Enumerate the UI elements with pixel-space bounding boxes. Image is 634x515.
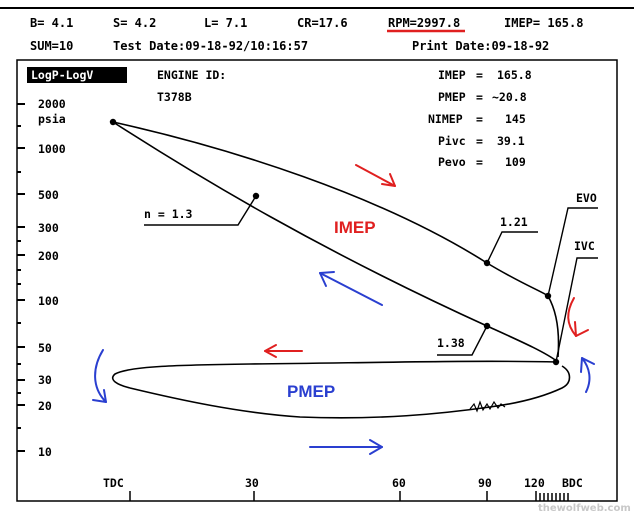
header-band: B= 4.1 S= 4.2 L= 7.1 CR=17.6 RPM=2997.8 … xyxy=(0,7,634,53)
x-tick-label: 60 xyxy=(392,476,406,490)
pumping-loop-upper xyxy=(111,360,559,389)
y-tick-label: 30 xyxy=(38,373,52,387)
svg-text:=: = xyxy=(476,112,483,126)
red-arrow-right-icon xyxy=(355,164,396,187)
stat-imep-value: 165.8 xyxy=(497,68,532,82)
stat-pevo-value: 109 xyxy=(505,155,526,169)
y-tick-label: 500 xyxy=(38,188,59,202)
plot-mode-badge: LogP-LogV xyxy=(27,67,127,83)
y-tick-labels: 2000 psia 1000 500 300 200 100 50 30 20 … xyxy=(38,97,66,459)
imep-direction-arrows xyxy=(264,164,589,358)
plot-frame xyxy=(16,59,618,502)
pmep-direction-arrows xyxy=(92,271,595,455)
svg-text:=: = xyxy=(476,68,483,82)
ivc-label: IVC xyxy=(574,239,595,253)
stroke-value: S= 4.2 xyxy=(113,16,156,30)
y-tick-label: 50 xyxy=(38,341,52,355)
n-low-label: 1.38 xyxy=(437,336,465,350)
x-tick-label: BDC xyxy=(562,476,583,490)
stat-pmep-label: PMEP xyxy=(438,90,466,104)
engine-id-label: ENGINE ID: xyxy=(157,68,226,82)
sum-value: SUM=10 xyxy=(30,39,73,53)
stat-nimep-label: NIMEP xyxy=(428,112,463,126)
y-tick-label: 1000 xyxy=(38,142,66,156)
tdc-point xyxy=(109,118,117,126)
test-date: Test Date:09-18-92/10:16:57 xyxy=(113,39,308,53)
x-tick-label: 30 xyxy=(245,476,259,490)
blue-arrow-curve-right-icon xyxy=(580,357,595,393)
pv-curves xyxy=(111,121,571,419)
y-tick-label: 10 xyxy=(38,445,52,459)
engine-id-value: T378B xyxy=(157,90,192,104)
annotation-leaders xyxy=(144,195,598,363)
svg-text:=: = xyxy=(476,155,483,169)
rpm-value: RPM=2997.8 xyxy=(388,16,460,30)
plot-mode-label: LogP-LogV xyxy=(31,68,93,82)
print-date: Print Date:09-18-92 xyxy=(412,39,549,53)
bore-value: B= 4.1 xyxy=(30,16,73,30)
evo-label: EVO xyxy=(576,191,597,205)
compression-ratio: CR=17.6 xyxy=(297,16,348,30)
imep-loop-label: IMEP xyxy=(334,218,376,237)
svg-text:=: = xyxy=(476,134,483,148)
imep-header-value: IMEP= 165.8 xyxy=(504,16,583,30)
pumping-loop-lower xyxy=(129,365,571,419)
x-axis xyxy=(129,491,569,501)
y-tick-label: 2000 xyxy=(38,97,66,111)
stats-block: IMEP = 165.8 PMEP = ~20.8 NIMEP = 145 Pi… xyxy=(428,68,532,169)
svg-text:=: = xyxy=(476,90,483,104)
watermark: thewolfweb.com xyxy=(538,503,631,514)
expansion-curve xyxy=(112,121,560,358)
stat-pevo-label: Pevo xyxy=(438,155,466,169)
n-expansion-label: 1.21 xyxy=(500,215,528,229)
x-tick-label: 120 xyxy=(524,476,545,490)
y-axis xyxy=(17,103,25,452)
y-tick-label: 200 xyxy=(38,249,59,263)
stat-imep-label: IMEP xyxy=(438,68,466,82)
red-arrow-down-icon xyxy=(567,297,589,337)
y-unit-label: psia xyxy=(38,112,66,126)
y-tick-label: 20 xyxy=(38,399,52,413)
blue-arrow-right-icon xyxy=(309,439,383,455)
x-tick-label: TDC xyxy=(103,476,124,490)
stat-nimep-value: 145 xyxy=(505,112,526,126)
blue-arrow-upleft-icon xyxy=(319,271,383,306)
pmep-loop-label: PMEP xyxy=(287,382,335,401)
stat-pivc-value: 39.1 xyxy=(497,134,525,148)
red-arrow-left-icon xyxy=(264,344,303,358)
y-tick-label: 100 xyxy=(38,294,59,308)
x-tick-labels: TDC 30 60 90 120 BDC xyxy=(103,476,583,490)
n-compression-label: n = 1.3 xyxy=(144,207,193,221)
pumping-loop-noise xyxy=(469,400,506,413)
blue-arrow-curve-left-icon xyxy=(92,349,107,403)
x-tick-label: 90 xyxy=(478,476,492,490)
length-value: L= 7.1 xyxy=(204,16,247,30)
stat-pivc-label: Pivc xyxy=(438,134,466,148)
y-tick-label: 300 xyxy=(38,221,59,235)
stat-pmep-value: ~20.8 xyxy=(492,90,527,104)
compression-curve xyxy=(112,121,559,363)
